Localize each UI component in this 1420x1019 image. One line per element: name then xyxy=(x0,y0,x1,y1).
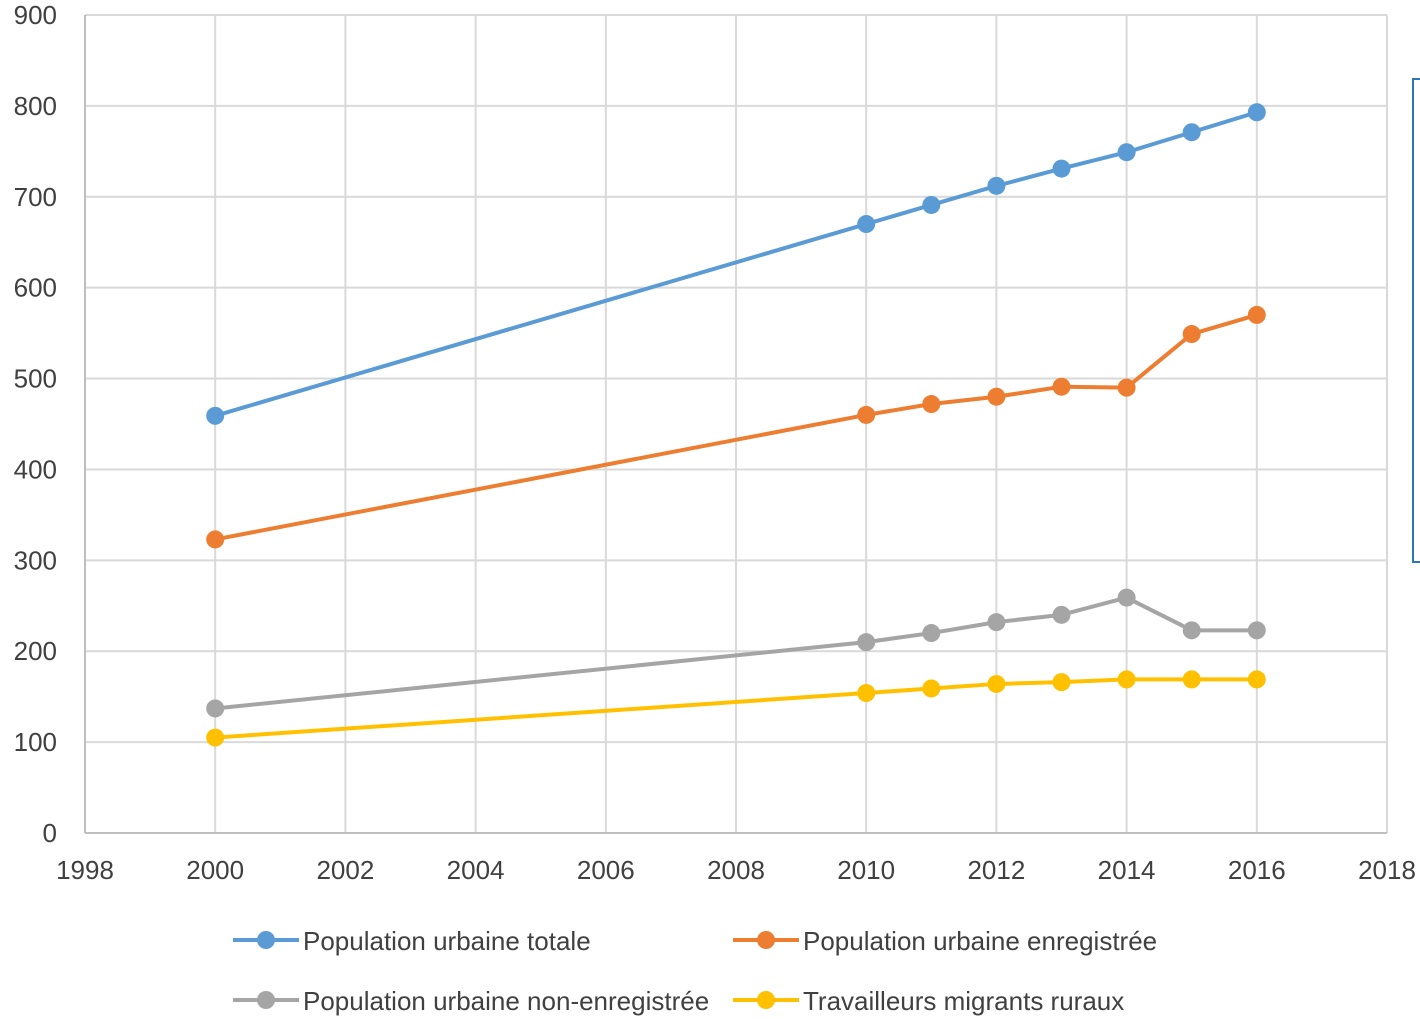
legend-item: Population urbaine totale xyxy=(233,926,591,956)
legend: Population urbaine totale Population urba… xyxy=(233,926,1157,1016)
legend-label: Population urbaine non-enregistrée xyxy=(303,986,709,1016)
legend-marker xyxy=(757,931,775,949)
data-point xyxy=(1247,621,1266,640)
x-tick-label: 2008 xyxy=(707,855,765,885)
y-tick-label: 700 xyxy=(14,182,57,212)
data-point xyxy=(1247,670,1266,689)
y-tick-label: 600 xyxy=(14,273,57,303)
series-line xyxy=(213,595,1259,711)
series-population-urbaine-totale xyxy=(206,103,1266,425)
x-tick-label: 2012 xyxy=(967,855,1025,885)
data-point xyxy=(857,405,876,424)
y-tick-label: 500 xyxy=(14,364,57,394)
legend-label: Population urbaine enregistrée xyxy=(803,926,1157,956)
x-tick-label: 2018 xyxy=(1358,855,1416,885)
data-point xyxy=(1052,159,1071,178)
y-tick-label: 800 xyxy=(14,91,57,121)
data-point xyxy=(1117,143,1136,162)
data-point xyxy=(922,679,941,698)
x-tick-label: 2010 xyxy=(837,855,895,885)
series-travailleurs-migrants-ruraux xyxy=(206,670,1266,747)
legend-marker xyxy=(757,991,775,1009)
y-tick-label: 0 xyxy=(43,818,57,848)
data-point xyxy=(1247,305,1266,324)
x-tick-label: 1998 xyxy=(56,855,114,885)
side-text-box xyxy=(1412,78,1420,563)
data-point xyxy=(1052,377,1071,396)
series-lines xyxy=(206,103,1266,747)
y-tick-label: 200 xyxy=(14,636,57,666)
data-point xyxy=(1182,621,1201,640)
data-point xyxy=(922,195,941,214)
data-point xyxy=(987,613,1006,632)
data-point xyxy=(922,395,941,414)
data-point xyxy=(1182,123,1201,142)
data-point xyxy=(206,530,225,549)
legend-item: Population urbaine non-enregistrée xyxy=(233,986,709,1016)
data-point xyxy=(857,215,876,234)
series-line xyxy=(213,110,1259,418)
series-line xyxy=(213,677,1259,740)
y-tick-label: 400 xyxy=(14,454,57,484)
gridlines xyxy=(85,14,1388,833)
x-tick-label: 2002 xyxy=(316,855,374,885)
series-line xyxy=(213,312,1259,542)
data-point xyxy=(1052,605,1071,624)
data-point xyxy=(1052,673,1071,692)
data-point xyxy=(206,699,225,718)
legend-item: Travailleurs migrants ruraux xyxy=(733,986,1124,1016)
y-tick-label: 300 xyxy=(14,545,57,575)
x-axis-tick-labels: 1998 2000 2002 2004 2006 2008 2010 2012 2014 2016… xyxy=(56,855,1416,885)
data-point xyxy=(857,633,876,652)
data-point xyxy=(1247,103,1266,122)
data-point xyxy=(1182,670,1201,689)
x-tick-label: 2014 xyxy=(1098,855,1156,885)
axes xyxy=(84,15,1387,834)
y-axis-tick-labels: 0 100 200 300 400 500 600 700 800 900 xyxy=(14,0,57,848)
data-point xyxy=(206,406,225,425)
y-tick-label: 900 xyxy=(14,0,57,30)
series-population-urbaine-non-enregistree xyxy=(206,588,1266,718)
data-point xyxy=(1117,588,1136,607)
legend-marker xyxy=(257,991,275,1009)
legend-item: Population urbaine enregistrée xyxy=(733,926,1157,956)
legend-label: Population urbaine totale xyxy=(303,926,591,956)
data-point xyxy=(987,176,1006,195)
x-tick-label: 2006 xyxy=(577,855,635,885)
x-tick-label: 2016 xyxy=(1228,855,1286,885)
data-point xyxy=(1117,670,1136,689)
data-point xyxy=(922,624,941,643)
series-population-urbaine-enregistree xyxy=(206,305,1266,549)
data-point xyxy=(987,674,1006,693)
y-tick-label: 100 xyxy=(14,727,57,757)
data-point xyxy=(1117,378,1136,397)
x-tick-label: 2004 xyxy=(447,855,505,885)
legend-label: Travailleurs migrants ruraux xyxy=(803,986,1124,1016)
legend-marker xyxy=(257,931,275,949)
data-point xyxy=(1182,325,1201,344)
data-point xyxy=(857,684,876,703)
data-point xyxy=(987,387,1006,406)
data-point xyxy=(206,728,225,747)
x-tick-label: 2000 xyxy=(186,855,244,885)
